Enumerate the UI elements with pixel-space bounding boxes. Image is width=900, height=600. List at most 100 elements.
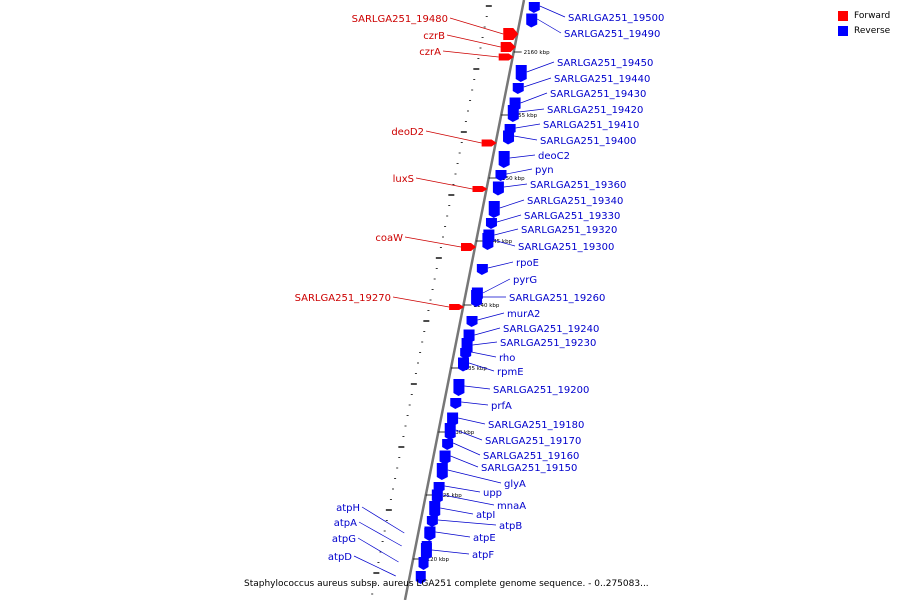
forward-gene-arrow [472,186,488,192]
reverse-gene-leader [509,154,536,159]
forward-gene-leader [425,130,482,144]
reverse-gene-label: SARLGA251_19500 [568,13,664,24]
reverse-gene-label: mnaA [497,501,526,512]
legend: Forward Reverse [838,8,890,38]
reverse-gene-leader [499,199,525,209]
reverse-gene-arrow [476,264,488,275]
reverse-gene-arrow [415,571,426,584]
reverse-gene-arrow [512,83,524,94]
reverse-gene-leader [455,429,483,441]
forward-gene-leader [442,50,499,58]
reverse-gene-label: atpB [499,521,522,532]
reverse-gene-leader [518,108,545,113]
reverse-gene-arrow [429,501,441,518]
reverse-gene-arrow [418,557,429,570]
reverse-gene-arrow [492,181,504,196]
reverse-gene-arrow [485,218,497,229]
forward-gene-arrow [461,243,477,251]
reverse-gene-leader [539,5,566,18]
reverse-gene-leader [468,362,495,372]
reverse-gene-label: atpA [334,518,357,529]
reverse-gene-leader [435,531,471,538]
sequence-caption: Staphylococcus aureus subsp. aureus LGA2… [244,579,649,589]
reverse-gene-leader [494,228,519,236]
reverse-gene-leader [513,135,538,141]
scale-tick-label: 2155 kbp [511,113,537,119]
reverse-gene-label: rpoE [516,258,539,269]
scale-tick-label: 2135 kbp [461,366,487,372]
reverse-gene-leader [496,214,522,223]
reverse-gene-arrow [431,489,443,504]
reverse-gene-leader [444,485,481,493]
forward-gene-leader [404,236,462,248]
reverse-gene-label: murA2 [507,309,540,320]
reverse-gene-label: SARLGA251_19230 [500,338,596,349]
reverse-gene-arrow [495,170,507,181]
reverse-gene-leader [447,469,502,484]
reverse-gene-label: SARLGA251_19330 [524,211,620,222]
forward-gene-label: coaW [375,233,403,244]
reverse-gene-arrow [503,130,515,145]
reverse-gene-leader [477,312,505,321]
scale-tick-label: 2120 kbp [423,557,449,563]
reverse-gene-label: SARLGA251_19490 [564,29,660,40]
reverse-gene-leader [452,442,481,456]
reverse-gene-label: atpH [336,503,360,514]
forward-gene-leader [449,17,504,35]
forward-gene-label: czrB [423,31,445,42]
reverse-gene-label: SARLGA251_19430 [550,89,646,100]
reverse-gene-leader [523,77,552,88]
reverse-gene-label: atpG [332,534,356,545]
reverse-gene-label: SARLGA251_19400 [540,136,636,147]
forward-gene-arrow [500,42,516,52]
reverse-gene-label: rho [499,353,515,364]
reverse-gene-arrow [439,450,451,465]
reverse-gene-label: SARLGA251_19440 [554,74,650,85]
reverse-gene-arrow [450,398,462,409]
reverse-gene-arrow [471,290,483,307]
reverse-gene-label: atpD [328,552,352,563]
reverse-gene-label: atpE [473,533,496,544]
forward-gene-arrow [503,28,519,40]
reverse-swatch [838,25,848,36]
reverse-gene-label: SARLGA251_19240 [503,324,599,335]
forward-swatch [838,10,848,21]
reverse-gene-label: atpI [476,510,495,521]
forward-gene-leader [446,34,501,48]
forward-gene-label: SARLGA251_19270 [295,293,391,304]
reverse-gene-label: pyn [535,165,554,176]
reverse-gene-leader [431,549,470,555]
reverse-gene-arrow [426,516,438,527]
reverse-gene-arrow [453,379,465,396]
reverse-gene-label: SARLGA251_19260 [509,293,605,304]
legend-forward: Forward [838,8,890,23]
reverse-gene-arrow [507,105,519,122]
reverse-gene-label: rpmE [497,367,524,378]
reverse-gene-label: prfA [491,401,512,412]
reverse-gene-leader [526,61,555,73]
reverse-gene-label: SARLGA251_19300 [518,242,614,253]
reverse-gene-leader [474,327,501,336]
reverse-gene-leader [520,92,548,104]
reverse-gene-label: atpF [472,550,494,561]
forward-gene-arrow [498,53,514,61]
reverse-gene-leader [450,455,479,468]
reverse-gene-arrow [482,233,494,250]
reverse-gene-label: pyrG [513,275,537,286]
reverse-gene-arrow [515,65,527,82]
reverse-gene-leader [493,239,516,247]
legend-forward-label: Forward [854,10,891,21]
reverse-gene-arrow [498,151,510,168]
scale-tick-label: 2140 kbp [474,303,500,309]
forward-gene-leader [415,177,473,190]
scale-tick-label: 2150 kbp [499,176,525,182]
reverse-gene-arrow [444,423,456,440]
forward-gene-arrow [481,139,497,147]
gene-labels: SARLGA251_19480 czrB czrA deoD2 luxS coaW SARL… [295,5,664,577]
reverse-gene-leader [515,123,541,129]
scale-tick-label: 2160 kbp [524,50,550,56]
reverse-gene-leader [458,417,486,425]
reverse-gene-label: glyA [504,479,526,490]
reverse-gene-label: SARLGA251_19340 [527,196,623,207]
